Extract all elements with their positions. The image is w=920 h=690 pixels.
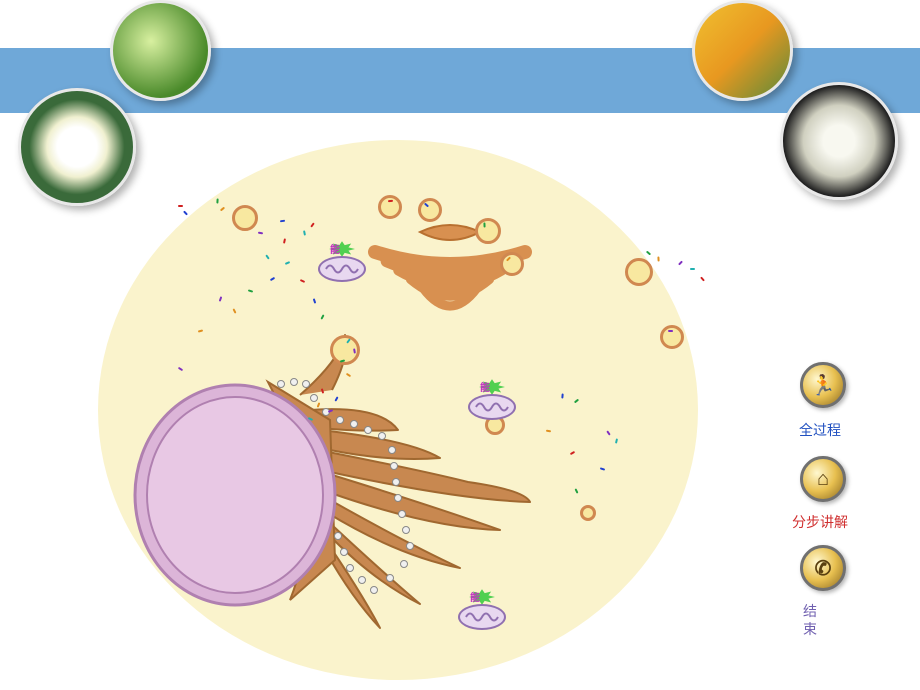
- home-icon: ⌂: [817, 468, 829, 491]
- ribosome: [334, 532, 342, 540]
- ribosome: [350, 420, 358, 428]
- particle: [561, 393, 563, 398]
- phone-icon: ✆: [815, 556, 832, 581]
- ribosome: [392, 478, 400, 486]
- vesicle-0: [232, 205, 258, 231]
- ribosome: [336, 416, 344, 424]
- end-label: 结束: [802, 602, 818, 638]
- ribosome: [310, 394, 318, 402]
- ribosome: [406, 542, 414, 550]
- vesicle-6: [660, 325, 684, 349]
- full-process-button[interactable]: 🏃: [800, 362, 846, 408]
- particle: [483, 222, 485, 227]
- particle: [668, 330, 673, 332]
- ribosome: [340, 548, 348, 556]
- ribosome: [302, 380, 310, 388]
- ribosome: [394, 494, 402, 502]
- step-by-step-button[interactable]: ⌂: [800, 456, 846, 502]
- vesicle-4: [500, 252, 524, 276]
- ribosome: [388, 446, 396, 454]
- end-button[interactable]: ✆: [800, 545, 846, 591]
- step-by-step-label: 分步讲解: [790, 512, 850, 532]
- run-icon: 🏃: [811, 373, 836, 398]
- ribosome: [370, 586, 378, 594]
- ribosome: [400, 560, 408, 568]
- ribosome: [398, 510, 406, 518]
- ribosome: [402, 526, 410, 534]
- ribosome: [364, 426, 372, 434]
- vesicle-8: [580, 505, 596, 521]
- ribosome: [346, 564, 354, 572]
- ribosome: [277, 380, 285, 388]
- particle: [178, 205, 183, 207]
- vesicle-1: [378, 195, 402, 219]
- particle: [216, 198, 218, 203]
- full-process-label: 全过程: [790, 420, 850, 440]
- ribosome: [390, 462, 398, 470]
- vesicle-2: [418, 198, 442, 222]
- ribosome: [378, 432, 386, 440]
- particle: [657, 256, 659, 261]
- vesicle-3: [475, 218, 501, 244]
- particle: [690, 268, 695, 270]
- ribosome: [358, 576, 366, 584]
- ribosome: [386, 574, 394, 582]
- vesicle-5: [625, 258, 653, 286]
- ribosome: [290, 378, 298, 386]
